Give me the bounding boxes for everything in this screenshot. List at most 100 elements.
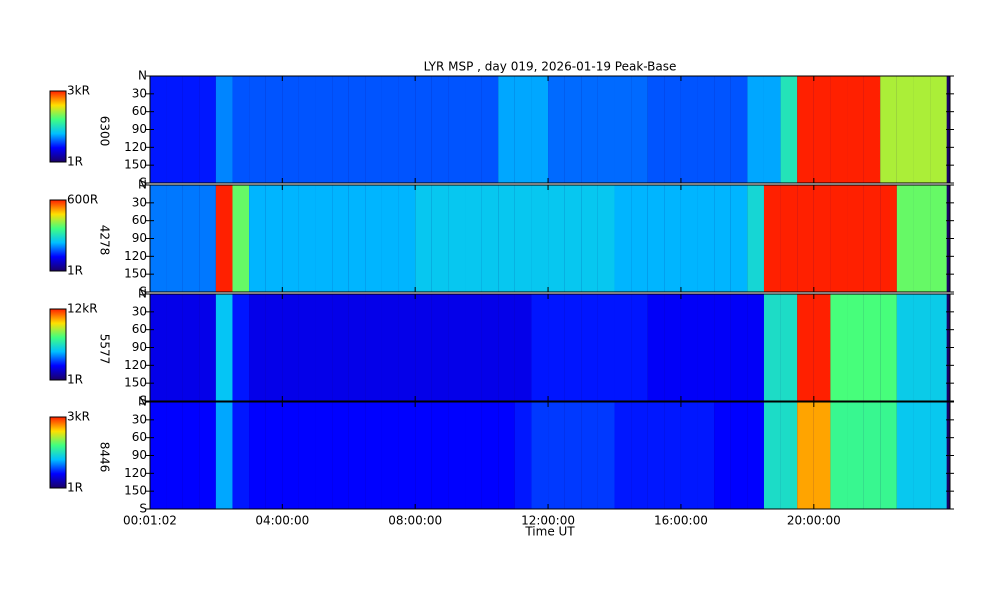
- intensity-cell: [215, 185, 233, 292]
- intensity-cell: [498, 402, 515, 509]
- intensity-cell: [714, 76, 731, 183]
- colorbar-max-label: 3kR: [67, 84, 90, 98]
- x-tick-label: 00:01:02: [123, 514, 177, 528]
- intensity-cell: [797, 185, 814, 292]
- intensity-cell: [697, 294, 715, 401]
- intensity-cell: [647, 76, 665, 183]
- y-tick-label: S: [139, 176, 147, 190]
- chart-title: LYR MSP , day 019, 2026-01-19 Peak-Base: [424, 60, 677, 74]
- intensity-cell: [730, 76, 748, 183]
- intensity-cell: [215, 76, 233, 183]
- intensity-cell: [199, 185, 216, 292]
- intensity-cell: [930, 294, 947, 401]
- intensity-cell: [315, 76, 333, 183]
- channel-label: 4278: [98, 225, 112, 256]
- intensity-cell: [763, 185, 781, 292]
- intensity-cell: [896, 294, 914, 401]
- intensity-cell: [150, 294, 167, 401]
- intensity-cell: [747, 402, 764, 509]
- intensity-cell: [381, 76, 399, 183]
- intensity-cell: [398, 76, 416, 183]
- x-tick-label: 08:00:00: [388, 514, 442, 528]
- intensity-cell: [548, 76, 565, 183]
- intensity-cell: [830, 294, 848, 401]
- intensity-cell: [797, 402, 814, 509]
- intensity-cell: [232, 294, 250, 401]
- intensity-cell: [614, 76, 632, 183]
- intensity-cell: [564, 294, 582, 401]
- intensity-cell: [813, 185, 831, 292]
- intensity-cell: [298, 185, 316, 292]
- intensity-cell: [150, 402, 167, 509]
- intensity-cell: [398, 402, 416, 509]
- intensity-cell: [747, 76, 764, 183]
- intensity-cell: [548, 294, 565, 401]
- intensity-cell: [664, 76, 681, 183]
- intensity-cell: [664, 294, 681, 401]
- intensity-cell: [365, 294, 382, 401]
- intensity-cell: [714, 402, 731, 509]
- x-tick-label: 20:00:00: [787, 514, 841, 528]
- intensity-cell: [531, 402, 549, 509]
- intensity-cell: [215, 402, 233, 509]
- intensity-cell: [415, 294, 432, 401]
- y-tick-label: 120: [124, 466, 147, 480]
- y-tick-label: N: [138, 178, 147, 192]
- y-tick-label: S: [139, 502, 147, 516]
- intensity-cell: [747, 185, 764, 292]
- intensity-cell: [896, 185, 914, 292]
- y-tick-label: 120: [124, 249, 147, 263]
- intensity-cell: [680, 402, 698, 509]
- intensity-cell: [166, 294, 183, 401]
- y-tick-label: 30: [132, 304, 147, 318]
- y-tick-label: 120: [124, 140, 147, 154]
- intensity-cell: [863, 76, 881, 183]
- colorbar-max-label: 3kR: [67, 410, 90, 424]
- intensity-cell: [680, 76, 698, 183]
- intensity-cell: [896, 402, 914, 509]
- intensity-cell: [564, 185, 582, 292]
- intensity-cell: [614, 185, 632, 292]
- intensity-cell: [249, 402, 266, 509]
- intensity-cell: [415, 76, 432, 183]
- colorbar: [49, 308, 67, 381]
- intensity-cell: [199, 402, 216, 509]
- y-tick-label: 150: [124, 376, 147, 390]
- intensity-cell: [714, 294, 731, 401]
- intensity-cell: [863, 402, 881, 509]
- colorbar-min-label: 1R: [67, 373, 83, 387]
- intensity-cell: [597, 294, 615, 401]
- intensity-cell: [514, 294, 532, 401]
- intensity-cell: [597, 402, 615, 509]
- intensity-cell: [780, 185, 798, 292]
- intensity-cell: [747, 294, 764, 401]
- y-tick-label: 90: [132, 231, 147, 245]
- intensity-cell: [863, 294, 881, 401]
- intensity-cell: [381, 185, 399, 292]
- intensity-cell: [298, 76, 316, 183]
- intensity-cell: [514, 76, 532, 183]
- intensity-cell: [797, 294, 814, 401]
- intensity-cell: [780, 294, 798, 401]
- intensity-cell: [249, 76, 266, 183]
- x-tick-label: 12:00:00: [521, 514, 575, 528]
- intensity-cell: [597, 185, 615, 292]
- y-tick-label: 30: [132, 195, 147, 209]
- intensity-cell: [581, 185, 598, 292]
- intensity-cell: [448, 185, 466, 292]
- intensity-cell: [465, 76, 482, 183]
- y-tick-label: 150: [124, 267, 147, 281]
- intensity-cell: [150, 185, 167, 292]
- channel-label: 5577: [98, 334, 112, 365]
- intensity-cell: [282, 76, 299, 183]
- intensity-cell: [282, 402, 299, 509]
- intensity-cell: [913, 185, 931, 292]
- intensity-cell: [265, 185, 283, 292]
- intensity-cell: [315, 402, 333, 509]
- intensity-cell: [481, 185, 499, 292]
- intensity-cell: [431, 185, 449, 292]
- intensity-cell: [332, 185, 349, 292]
- intensity-cell: [597, 76, 615, 183]
- colorbar: [49, 199, 67, 272]
- intensity-cell: [465, 402, 482, 509]
